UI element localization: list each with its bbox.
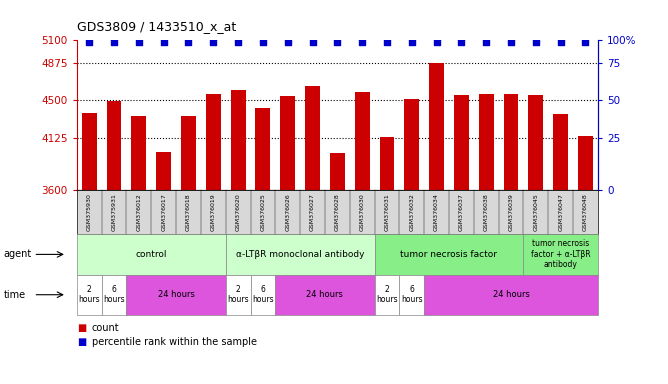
Text: 2
hours: 2 hours: [78, 285, 100, 305]
Text: 24 hours: 24 hours: [492, 290, 530, 299]
Bar: [454, 95, 469, 190]
Text: GSM376030: GSM376030: [359, 193, 365, 231]
Point: [381, 39, 392, 45]
Bar: [479, 94, 494, 190]
Text: GSM376045: GSM376045: [533, 193, 538, 231]
Bar: [156, 152, 171, 190]
Bar: [305, 86, 320, 190]
Point: [456, 39, 467, 45]
Text: control: control: [136, 250, 167, 259]
Text: GSM376012: GSM376012: [136, 193, 142, 231]
Point: [283, 39, 293, 45]
Bar: [255, 108, 271, 190]
Text: ■: ■: [77, 323, 86, 333]
Bar: [553, 114, 568, 190]
Text: GSM376025: GSM376025: [261, 193, 265, 231]
Text: GSM375930: GSM375930: [87, 193, 92, 231]
Text: ■: ■: [77, 336, 86, 347]
Point: [208, 39, 218, 45]
Point: [432, 39, 442, 45]
Bar: [206, 94, 220, 190]
Text: 6
hours: 6 hours: [104, 285, 125, 305]
Text: GSM376039: GSM376039: [508, 193, 514, 231]
Text: GSM376034: GSM376034: [434, 193, 439, 231]
Text: GSM376019: GSM376019: [211, 193, 216, 231]
Text: 2
hours: 2 hours: [227, 285, 249, 305]
Bar: [330, 153, 345, 190]
Point: [183, 39, 194, 45]
Text: time: time: [3, 290, 25, 300]
Point: [307, 39, 318, 45]
Bar: [379, 137, 394, 190]
Text: GSM375931: GSM375931: [112, 193, 116, 231]
Text: count: count: [92, 323, 119, 333]
Bar: [355, 92, 369, 190]
Text: GSM376020: GSM376020: [236, 193, 240, 231]
Text: GSM376017: GSM376017: [161, 193, 166, 231]
Point: [258, 39, 269, 45]
Point: [530, 39, 541, 45]
Text: GSM376018: GSM376018: [186, 194, 191, 231]
Text: GSM376038: GSM376038: [484, 193, 489, 231]
Text: GSM376048: GSM376048: [583, 193, 588, 231]
Bar: [132, 116, 146, 190]
Bar: [281, 96, 295, 190]
Point: [580, 39, 591, 45]
Text: GSM376032: GSM376032: [409, 193, 414, 231]
Bar: [230, 90, 246, 190]
Text: α-LTβR monoclonal antibody: α-LTβR monoclonal antibody: [236, 250, 364, 259]
Text: 6
hours: 6 hours: [252, 285, 274, 305]
Point: [357, 39, 367, 45]
Text: GSM376028: GSM376028: [335, 193, 340, 231]
Text: agent: agent: [3, 249, 31, 260]
Bar: [504, 94, 518, 190]
Point: [84, 39, 95, 45]
Bar: [81, 113, 97, 190]
Text: 24 hours: 24 hours: [158, 290, 194, 299]
Point: [506, 39, 516, 45]
Bar: [429, 63, 444, 190]
Text: tumor necrosis
factor + α-LTβR
antibody: tumor necrosis factor + α-LTβR antibody: [531, 240, 591, 269]
Point: [481, 39, 492, 45]
Point: [406, 39, 417, 45]
Bar: [107, 101, 122, 190]
Text: GSM376027: GSM376027: [310, 193, 315, 231]
Point: [134, 39, 144, 45]
Bar: [181, 116, 196, 190]
Text: GSM376026: GSM376026: [285, 193, 290, 231]
Point: [555, 39, 566, 45]
Point: [158, 39, 169, 45]
Bar: [578, 136, 593, 190]
Text: GSM376037: GSM376037: [459, 193, 464, 231]
Text: GSM376047: GSM376047: [558, 193, 563, 231]
Point: [232, 39, 243, 45]
Text: GDS3809 / 1433510_x_at: GDS3809 / 1433510_x_at: [77, 20, 236, 33]
Bar: [404, 99, 420, 190]
Text: tumor necrosis factor: tumor necrosis factor: [401, 250, 498, 259]
Text: 6
hours: 6 hours: [401, 285, 423, 305]
Point: [332, 39, 343, 45]
Bar: [528, 95, 543, 190]
Point: [109, 39, 120, 45]
Text: 2
hours: 2 hours: [376, 285, 397, 305]
Text: 24 hours: 24 hours: [307, 290, 343, 299]
Text: percentile rank within the sample: percentile rank within the sample: [92, 336, 257, 347]
Text: GSM376031: GSM376031: [385, 193, 389, 231]
